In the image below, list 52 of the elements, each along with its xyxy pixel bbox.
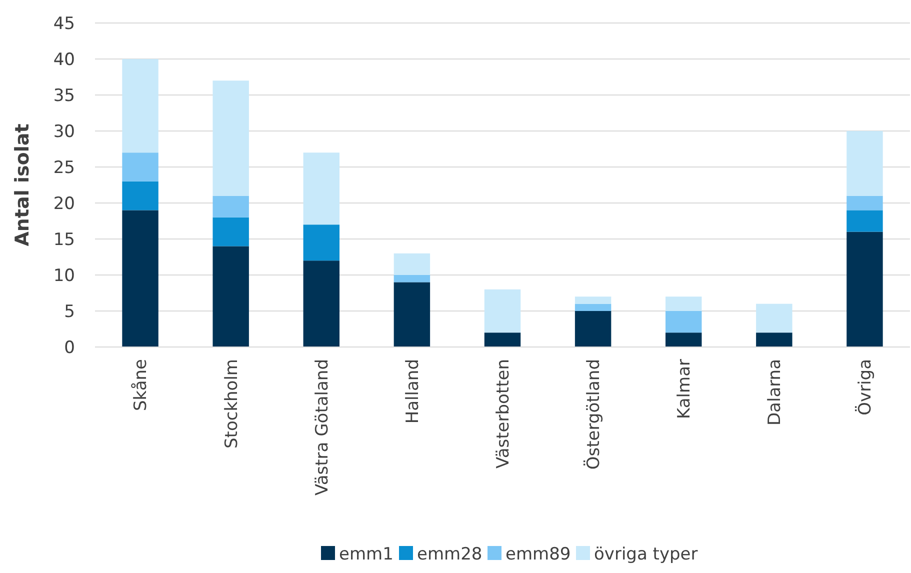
y-tick-label: 30 [53,122,75,142]
legend-label: emm1 [339,544,394,565]
x-tick-label: Övriga [854,359,876,416]
bar [212,217,249,246]
y-axis-title: Antal isolat [12,124,34,246]
bar [574,311,612,347]
legend-label: emm89 [506,544,571,565]
y-tick-label: 15 [53,230,75,250]
bar [303,152,340,225]
bar [666,311,702,333]
bar [122,59,158,153]
bar [212,246,249,347]
bar [756,332,792,347]
bar [484,332,521,347]
bar [212,80,249,196]
bar [846,210,883,232]
bar [756,304,792,333]
bar [574,304,612,311]
x-tick-label: Västra Götaland [312,359,332,496]
x-tick-label: Stockholm [222,359,242,449]
bar [303,260,340,347]
y-tick-label: 45 [53,14,75,34]
x-tick-label: Östergötland [583,359,604,470]
y-tick-label: 35 [53,86,75,106]
bar [122,181,158,210]
bar [122,152,158,182]
bar [666,332,702,347]
bar [303,224,340,261]
x-tick-label: Halland [402,359,423,424]
y-tick-label: 5 [64,302,75,322]
legend-label: övriga typer [594,544,698,565]
bar [394,275,430,282]
y-tick-label: 20 [53,194,75,214]
y-tick-label: 0 [64,338,75,358]
bar [666,296,702,311]
x-tick-label: Dalarna [765,359,786,426]
bar [394,282,430,347]
bar [846,131,883,196]
bar [846,196,883,210]
bar [212,196,249,218]
x-tick-label: Västerbotten [493,359,514,468]
bar [122,210,158,347]
y-tick-label: 10 [53,266,75,286]
bar [394,253,430,275]
x-tick-label: Skåne [131,359,152,411]
legend-label: emm28 [417,544,482,565]
bar [846,232,883,347]
y-tick-label: 40 [53,50,75,70]
y-tick-label: 25 [53,158,75,178]
bar [574,296,612,304]
bar [484,289,521,333]
x-tick-label: Kalmar [674,359,695,419]
